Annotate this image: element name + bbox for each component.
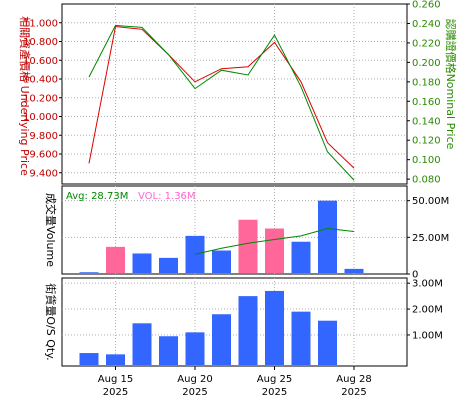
volume-bar: [79, 272, 99, 273]
price-left-tick-label: 10.000: [23, 112, 58, 123]
price-panel: [61, 3, 408, 185]
volume-tick-label: 50.00M: [412, 196, 449, 207]
volume-bar: [132, 253, 152, 273]
outstanding-bar: [291, 311, 311, 365]
price-right-tick-label: 0.220: [412, 38, 441, 49]
x-tick-year: 2025: [341, 387, 366, 398]
outstanding-bar: [212, 314, 231, 365]
x-tick-label: Aug 25: [257, 374, 292, 385]
price-right-tick-label: 0.100: [412, 155, 441, 166]
outstanding-bar: [238, 296, 258, 365]
volume-bar: [212, 250, 231, 273]
underlying-price-line: [88, 25, 355, 169]
outstanding-bar: [79, 353, 99, 365]
price-right-tick-label: 0.180: [412, 77, 441, 88]
volume-bar: [318, 200, 337, 273]
x-tick-year: 2025: [103, 387, 128, 398]
x-tick-label: Aug 28: [336, 374, 371, 385]
outstanding-tick-label: 1.00M: [412, 330, 443, 341]
x-tick-label: Aug 15: [98, 374, 133, 385]
x-tick-label: Aug 20: [177, 374, 212, 385]
price-left-tick-label: 9.400: [29, 168, 58, 179]
volume-bar: [106, 246, 125, 273]
outstanding-panel: [61, 277, 408, 367]
outstanding-bar: [318, 320, 337, 365]
price-right-tick-label: 0.160: [412, 97, 441, 108]
outstanding-bar: [185, 332, 205, 365]
outstanding-bar: [132, 323, 152, 365]
volume-bar: [265, 228, 284, 273]
price-left-axis-label: 相關資產價格 Underlying Price: [18, 16, 32, 176]
volume-bar: [185, 235, 205, 273]
volume-tick-label: 25.00M: [412, 233, 449, 244]
price-left-tick-label: 9.800: [29, 131, 58, 142]
outstanding-bar: [159, 336, 178, 365]
price-left-tick-label: 10.800: [23, 37, 58, 48]
volume-bar: [344, 268, 364, 273]
volume-bar: [159, 257, 178, 273]
price-left-tick-label: 10.400: [23, 75, 58, 86]
price-right-axis-label: 認購證價格Nominal Price: [444, 19, 458, 150]
volume-avg-legend: Avg: 28.73M: [66, 191, 128, 202]
volume-bar: [291, 241, 311, 273]
price-right-tick-label: 0.240: [412, 19, 441, 30]
price-right-tick-label: 0.260: [412, 0, 441, 11]
outstanding-tick-label: 3.00M: [412, 279, 443, 290]
price-right-tick-label: 0.200: [412, 58, 441, 69]
outstanding-bar: [106, 354, 125, 365]
price-left-tick-label: 9.600: [29, 150, 58, 161]
volume-bar: [238, 219, 258, 273]
volume-tick-label: 0: [412, 270, 418, 281]
volume-vol-legend: VOL: 1.36M: [138, 191, 196, 202]
outstanding-tick-label: 2.00M: [412, 305, 443, 316]
nominal-price-line: [88, 24, 355, 181]
price-left-tick-label: 10.200: [23, 93, 58, 104]
price-right-tick-label: 0.120: [412, 136, 441, 147]
volume-average-line: [194, 227, 355, 255]
volume-axis-label: 成交量Volume: [44, 193, 58, 267]
price-left-tick-label: 11.000: [23, 18, 58, 29]
price-right-tick-label: 0.140: [412, 116, 441, 127]
x-tick-year: 2025: [262, 387, 287, 398]
outstanding-axis-label: 街貨量O/S Qty.: [44, 283, 58, 360]
outstanding-bar: [265, 290, 284, 365]
price-left-tick-label: 10.600: [23, 56, 58, 67]
x-tick-year: 2025: [182, 387, 207, 398]
price-right-tick-label: 0.080: [412, 175, 441, 186]
